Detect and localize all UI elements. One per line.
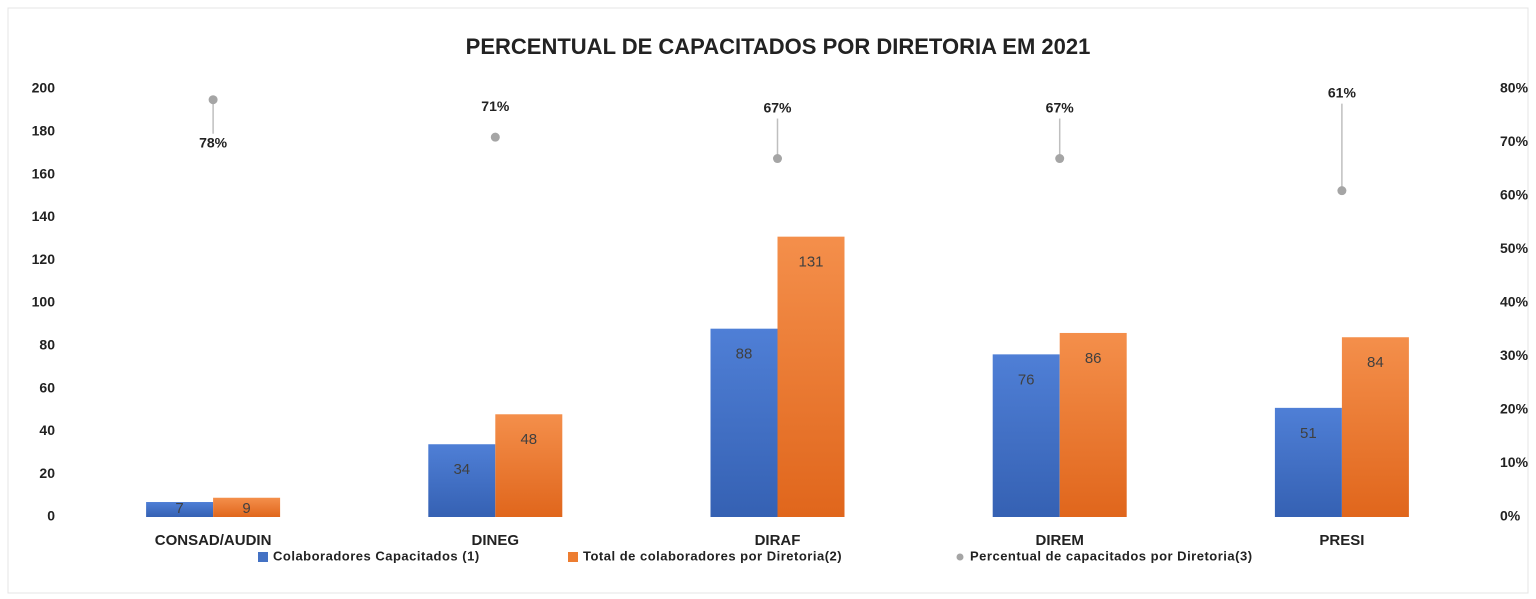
x-tick-label: DIRAF — [755, 532, 801, 549]
y-tick-label: 200 — [32, 80, 56, 96]
y2-tick-label: 30% — [1500, 347, 1529, 363]
bar — [428, 444, 496, 517]
y2-tick-label: 60% — [1500, 187, 1529, 203]
x-tick-label: DINEG — [472, 532, 520, 549]
y-tick-label: 120 — [32, 251, 56, 267]
data-label: 88 — [736, 346, 753, 363]
y-tick-label: 160 — [32, 165, 56, 181]
point — [208, 95, 218, 105]
y-tick-label: 20 — [39, 465, 55, 481]
data-label: 51 — [1300, 425, 1317, 442]
data-label: 71% — [481, 98, 510, 114]
y-tick-label: 180 — [32, 123, 56, 139]
data-label: 61% — [1328, 84, 1357, 100]
x-tick-label: CONSAD/AUDIN — [155, 532, 272, 549]
legend-label: Colaboradores Capacitados (1) — [273, 548, 480, 563]
y-tick-label: 60 — [39, 379, 55, 395]
y2-tick-label: 20% — [1500, 401, 1529, 417]
data-label: 78% — [199, 134, 228, 150]
x-tick-label: PRESI — [1319, 532, 1364, 549]
y2-tick-label: 40% — [1500, 294, 1529, 310]
bar — [146, 502, 214, 517]
point — [1055, 154, 1065, 164]
y-tick-label: 140 — [32, 208, 56, 224]
data-label: 76 — [1018, 371, 1035, 388]
chart-title: PERCENTUAL DE CAPACITADOS POR DIRETORIA … — [466, 34, 1091, 59]
y-tick-label: 100 — [32, 294, 56, 310]
y2-tick-label: 80% — [1500, 80, 1529, 96]
y2-tick-label: 50% — [1500, 240, 1529, 256]
legend-swatch — [956, 553, 964, 561]
y2-tick-label: 70% — [1500, 133, 1529, 149]
point — [1337, 186, 1347, 196]
bar — [710, 328, 778, 517]
y-tick-label: 0 — [47, 508, 55, 524]
legend-label: Percentual de capacitados por Diretoria(… — [970, 548, 1253, 563]
data-label: 86 — [1085, 350, 1102, 367]
bar — [992, 354, 1060, 517]
data-label: 9 — [242, 500, 250, 517]
data-label: 84 — [1367, 354, 1384, 371]
data-label: 131 — [798, 254, 823, 271]
data-label: 67% — [763, 99, 792, 115]
bar — [1341, 337, 1409, 517]
legend-swatch — [568, 552, 578, 562]
bar — [213, 497, 281, 517]
legend-swatch — [258, 552, 268, 562]
data-label: 67% — [1046, 99, 1075, 115]
bar — [495, 414, 563, 517]
y2-tick-label: 0% — [1500, 508, 1521, 524]
point — [490, 132, 500, 142]
bar — [777, 236, 845, 517]
x-tick-label: DIREM — [1036, 532, 1084, 549]
y2-tick-label: 10% — [1500, 454, 1529, 470]
y-tick-label: 80 — [39, 337, 55, 353]
data-label: 48 — [520, 431, 537, 448]
data-label: 34 — [453, 461, 470, 478]
legend-label: Total de colaboradores por Diretoria(2) — [583, 548, 842, 563]
bar — [1059, 332, 1127, 517]
point — [773, 154, 782, 164]
bar — [1274, 407, 1342, 517]
data-label: 7 — [175, 500, 183, 517]
y-tick-label: 40 — [39, 422, 55, 438]
